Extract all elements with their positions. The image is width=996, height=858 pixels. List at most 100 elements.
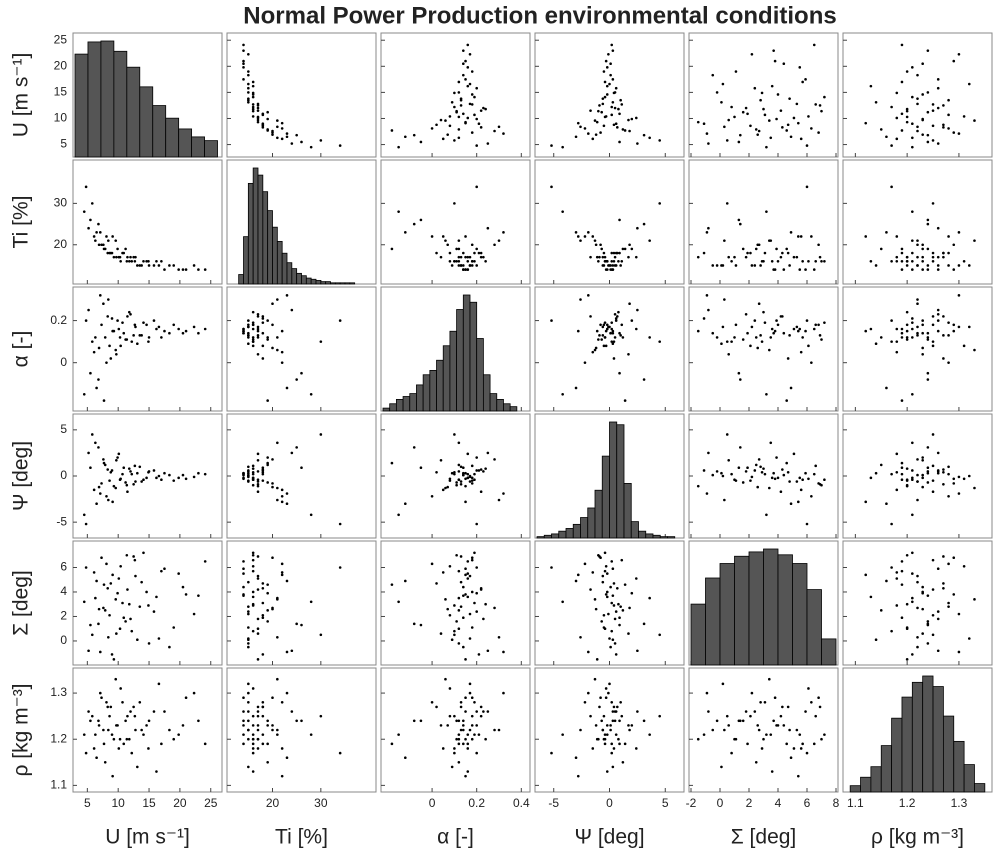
- scatter-point: [475, 185, 478, 189]
- scatter-point: [900, 478, 904, 481]
- scatter-point: [754, 463, 758, 467]
- scatter-point: [737, 466, 741, 469]
- histogram-bar: [748, 551, 764, 666]
- scatter-point: [601, 264, 605, 267]
- scatter-point: [620, 714, 624, 718]
- scatter-point: [112, 255, 116, 259]
- scatter-point: [181, 268, 185, 271]
- scatter-point: [319, 633, 323, 637]
- scatter-point: [823, 321, 826, 324]
- scatter-point: [576, 235, 580, 238]
- scatter-point: [900, 331, 904, 335]
- scatter-point: [127, 467, 131, 470]
- scatter-point: [455, 737, 458, 741]
- scatter-point: [118, 627, 122, 631]
- scatter-point: [466, 476, 470, 480]
- scatter-point: [583, 235, 587, 238]
- scatter-point: [926, 466, 930, 469]
- scatter-point: [457, 239, 461, 242]
- scatter-point: [619, 701, 622, 704]
- scatter-point: [466, 66, 470, 69]
- scatter-point: [621, 761, 625, 764]
- scatter-point: [905, 109, 909, 113]
- scatter-point: [266, 129, 269, 132]
- scatter-point: [610, 340, 614, 343]
- scatter-point: [797, 329, 800, 333]
- scatter-point: [107, 498, 110, 502]
- scatter-point: [484, 737, 487, 741]
- scatter-point: [276, 336, 279, 339]
- scatter-point: [242, 567, 245, 571]
- scatter-point: [952, 329, 956, 333]
- scatter-point: [723, 728, 726, 732]
- scatter-point: [155, 327, 158, 331]
- scatter-point: [285, 135, 289, 139]
- scatter-point: [95, 231, 98, 234]
- scatter-point: [733, 115, 736, 119]
- scatter-point: [947, 601, 950, 605]
- scatter-point: [890, 319, 893, 322]
- scatter-point: [812, 742, 816, 746]
- scatter-point: [741, 110, 745, 114]
- scatter-point: [470, 103, 474, 106]
- panel: [534, 32, 685, 158]
- scatter-point: [448, 687, 452, 690]
- scatter-point: [450, 638, 454, 642]
- scatter-point: [127, 737, 131, 741]
- scatter-point: [486, 710, 490, 713]
- scatter-point: [140, 728, 143, 732]
- scatter-point: [772, 331, 775, 335]
- scatter-point: [630, 117, 634, 121]
- scatter-point: [810, 495, 813, 498]
- scatter-point: [727, 118, 730, 122]
- scatter-point: [805, 144, 809, 147]
- scatter-point: [583, 701, 587, 704]
- scatter-point: [900, 466, 904, 469]
- scatter-point: [247, 336, 250, 339]
- scatter-point: [457, 255, 461, 259]
- scatter-point: [550, 751, 553, 755]
- scatter-point: [134, 325, 137, 329]
- scatter-point: [911, 513, 914, 517]
- scatter-point: [750, 325, 754, 329]
- scatter-point: [464, 235, 467, 238]
- scatter-point: [749, 479, 752, 482]
- scatter-point: [271, 556, 274, 559]
- scatter-point: [90, 633, 94, 637]
- scatter-point: [475, 522, 478, 526]
- scatter-point: [450, 264, 454, 267]
- scatter-point: [140, 580, 143, 584]
- scatter-point: [140, 480, 143, 483]
- scatter-point: [812, 327, 816, 331]
- scatter-point: [242, 710, 245, 713]
- scatter-point: [613, 255, 617, 259]
- scatter-point: [192, 264, 196, 267]
- scatter-point: [603, 80, 607, 84]
- histogram-bar: [587, 507, 596, 539]
- scatter-point: [911, 251, 914, 255]
- scatter-point: [957, 650, 961, 654]
- scatter-point: [482, 106, 485, 110]
- scatter-point: [203, 472, 207, 476]
- histogram-bar: [442, 345, 451, 412]
- histogram-bar: [705, 577, 721, 666]
- scatter-point: [746, 466, 749, 469]
- histogram-bar: [911, 681, 924, 793]
- scatter-point: [124, 620, 127, 623]
- scatter-point: [98, 691, 102, 695]
- scatter-point: [100, 556, 103, 559]
- scatter-point: [110, 653, 114, 656]
- scatter-point: [895, 577, 899, 580]
- y-tick-label: 4: [60, 584, 67, 598]
- scatter-point: [973, 486, 976, 490]
- scatter-point: [251, 95, 255, 99]
- scatter-point: [160, 569, 163, 573]
- panel: [534, 667, 685, 793]
- scatter-point: [744, 470, 748, 473]
- scatter-point: [618, 623, 621, 627]
- panel: [842, 413, 993, 539]
- scatter-point: [781, 705, 784, 709]
- histogram-bar: [325, 281, 331, 285]
- scatter-point: [482, 617, 485, 621]
- scatter-point: [600, 110, 603, 114]
